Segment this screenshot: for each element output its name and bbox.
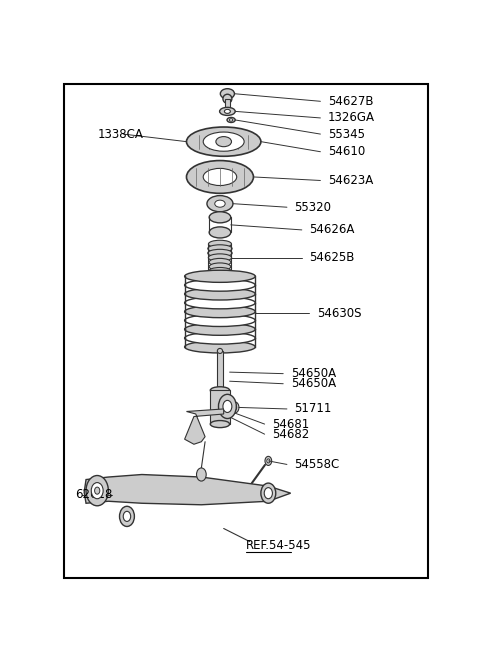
Ellipse shape	[185, 279, 255, 291]
Ellipse shape	[229, 119, 233, 121]
Circle shape	[231, 402, 239, 413]
Ellipse shape	[203, 132, 244, 151]
Ellipse shape	[210, 386, 229, 394]
Circle shape	[123, 512, 131, 521]
Ellipse shape	[217, 348, 223, 354]
Text: 54627B: 54627B	[328, 95, 373, 108]
Ellipse shape	[209, 212, 231, 223]
Ellipse shape	[185, 305, 255, 318]
Text: 1338CA: 1338CA	[97, 128, 143, 141]
Circle shape	[223, 400, 232, 413]
Text: REF.54-545: REF.54-545	[246, 538, 312, 552]
Ellipse shape	[209, 263, 231, 271]
Ellipse shape	[185, 314, 255, 326]
Polygon shape	[185, 409, 224, 444]
Ellipse shape	[220, 88, 234, 99]
Ellipse shape	[208, 240, 231, 248]
Circle shape	[218, 394, 236, 419]
Circle shape	[265, 457, 272, 466]
Circle shape	[91, 483, 103, 498]
Text: 62618: 62618	[75, 488, 112, 501]
Text: 54681: 54681	[272, 418, 309, 430]
Text: 54630S: 54630S	[317, 307, 361, 320]
Ellipse shape	[223, 94, 232, 103]
Circle shape	[264, 487, 273, 498]
Ellipse shape	[203, 168, 237, 185]
Text: 54558C: 54558C	[294, 458, 340, 471]
Ellipse shape	[227, 117, 235, 122]
Ellipse shape	[185, 332, 255, 344]
Circle shape	[267, 459, 270, 463]
Ellipse shape	[208, 254, 231, 261]
Circle shape	[233, 405, 237, 410]
Text: 54626A: 54626A	[309, 223, 355, 236]
Circle shape	[95, 487, 100, 494]
Ellipse shape	[208, 245, 232, 252]
Ellipse shape	[186, 127, 261, 157]
Ellipse shape	[219, 107, 235, 115]
Text: 54623A: 54623A	[328, 174, 373, 187]
Text: 55345: 55345	[328, 128, 365, 141]
Ellipse shape	[185, 323, 255, 335]
Text: 54625B: 54625B	[309, 251, 355, 264]
Text: 54650A: 54650A	[290, 367, 336, 380]
Text: 55320: 55320	[294, 200, 331, 214]
Ellipse shape	[215, 200, 225, 207]
Text: 1326GA: 1326GA	[328, 111, 375, 124]
Ellipse shape	[185, 341, 255, 353]
Ellipse shape	[216, 137, 231, 147]
Bar	[210, 390, 229, 424]
Circle shape	[196, 468, 206, 481]
Bar	[225, 99, 230, 109]
Ellipse shape	[186, 160, 253, 193]
Ellipse shape	[225, 109, 230, 113]
Ellipse shape	[209, 259, 231, 266]
Text: 54682: 54682	[272, 428, 309, 441]
Ellipse shape	[185, 271, 255, 282]
Ellipse shape	[208, 250, 232, 257]
Ellipse shape	[209, 227, 231, 238]
Text: 54650A: 54650A	[290, 377, 336, 390]
Polygon shape	[84, 474, 290, 505]
Circle shape	[120, 506, 134, 527]
Text: 51711: 51711	[294, 402, 332, 415]
Bar	[217, 351, 223, 389]
Ellipse shape	[185, 288, 255, 300]
Ellipse shape	[185, 297, 255, 309]
Ellipse shape	[209, 267, 231, 275]
Circle shape	[86, 476, 108, 506]
Circle shape	[261, 483, 276, 503]
Ellipse shape	[210, 421, 229, 428]
Ellipse shape	[207, 196, 233, 212]
Text: 54610: 54610	[328, 145, 365, 159]
